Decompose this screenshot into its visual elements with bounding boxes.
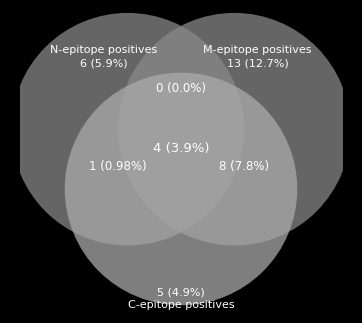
Text: 1 (0.98%): 1 (0.98%) <box>89 160 147 173</box>
Circle shape <box>65 73 297 305</box>
Circle shape <box>12 13 244 245</box>
Text: N-epitope positives
6 (5.9%): N-epitope positives 6 (5.9%) <box>50 45 157 68</box>
Text: M-epitope positives
13 (12.7%): M-epitope positives 13 (12.7%) <box>203 45 312 68</box>
Text: 4 (3.9%): 4 (3.9%) <box>153 142 209 155</box>
Text: 5 (4.9%)
C-epitope positives: 5 (4.9%) C-epitope positives <box>128 287 234 310</box>
Circle shape <box>118 13 350 245</box>
Text: 8 (7.8%): 8 (7.8%) <box>219 160 269 173</box>
Text: 0 (0.0%): 0 (0.0%) <box>156 82 206 95</box>
